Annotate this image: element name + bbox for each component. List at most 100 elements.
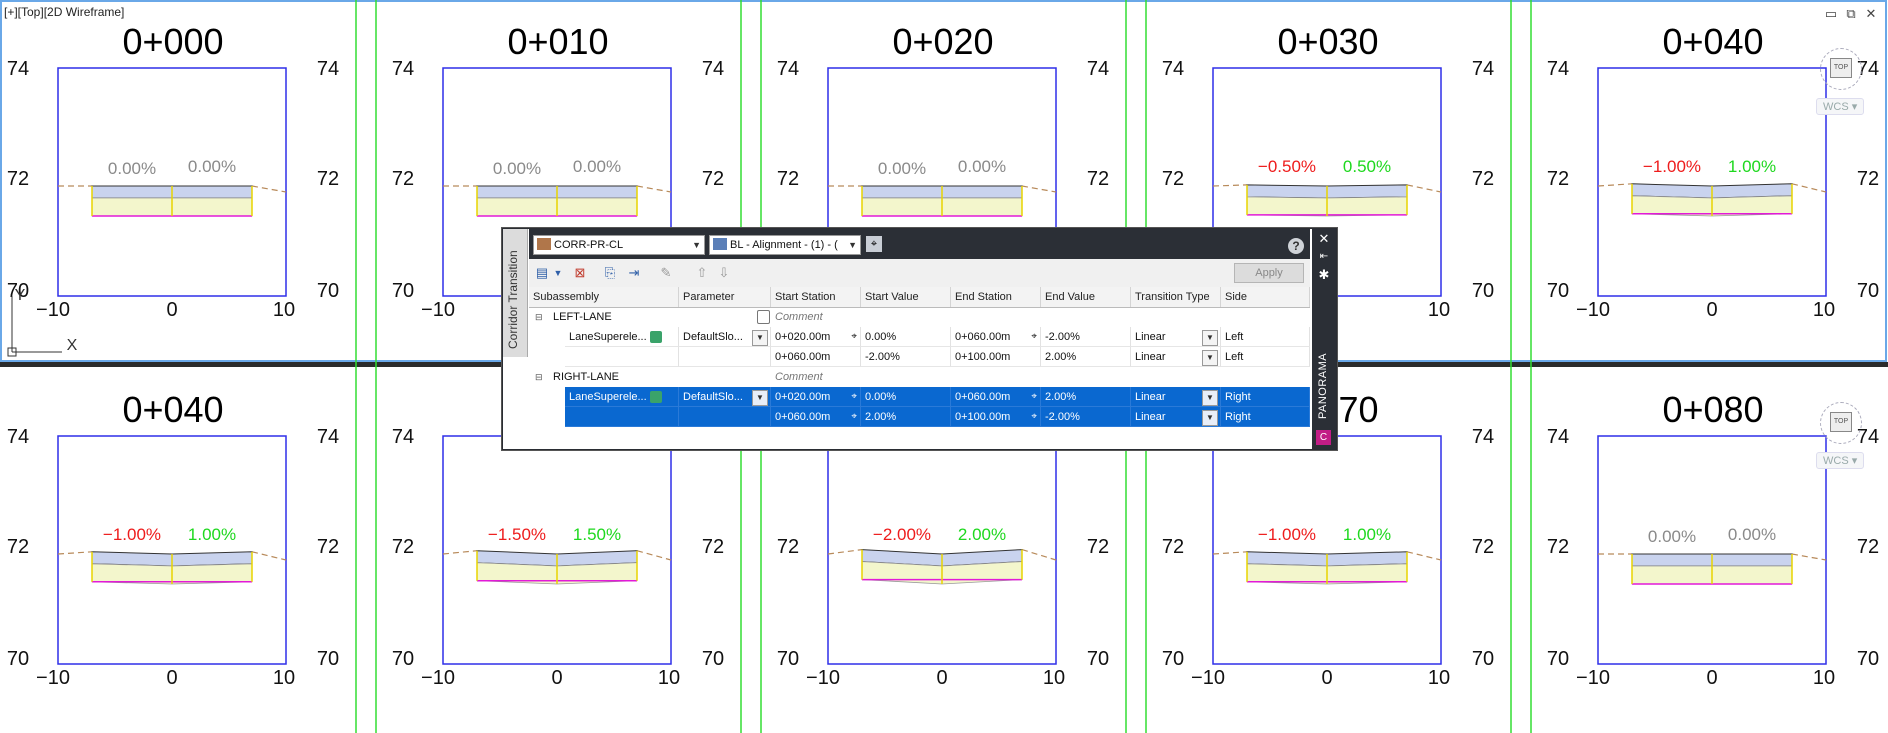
left-slope-label: 0.00% <box>493 159 541 178</box>
cell-side[interactable]: Left <box>1221 347 1310 367</box>
wcs-menu[interactable]: WCS ▾ <box>1816 98 1865 115</box>
restore-icon[interactable]: ⧉ <box>1846 6 1856 21</box>
cell-subassembly[interactable]: LaneSuperele... <box>565 387 679 407</box>
viewcube-face[interactable]: TOP <box>1830 412 1852 432</box>
cell-end-station[interactable]: 0+100.00m ⌖ <box>951 407 1041 427</box>
viewcube-bottom[interactable]: TOP WCS ▾ <box>1812 392 1872 492</box>
col-subassembly[interactable]: Subassembly <box>529 287 679 307</box>
group-row-left-lane[interactable]: ⊟ LEFT-LANE Comment <box>529 307 1310 327</box>
move-down-icon[interactable]: ⇩ <box>718 265 730 280</box>
cell-start-value[interactable]: 2.00% <box>861 407 951 427</box>
lock-icon[interactable] <box>757 310 770 324</box>
pick-station-icon[interactable]: ⌖ <box>1031 331 1037 342</box>
x-tick: −10 <box>1576 667 1610 689</box>
cell-start-station[interactable]: 0+060.00m <box>771 347 861 367</box>
y-tick-right: 74 <box>1857 426 1879 448</box>
chevron-down-icon[interactable]: ▼ <box>1202 350 1218 366</box>
col-parameter[interactable]: Parameter <box>679 287 771 307</box>
collapse-icon[interactable]: ⊟ <box>535 372 543 382</box>
pick-station-icon[interactable]: ⌖ <box>1031 411 1037 422</box>
pick-station-icon[interactable]: ⌖ <box>851 391 857 402</box>
cell-end-station[interactable]: 0+060.00m ⌖ <box>951 387 1041 407</box>
minimize-icon[interactable]: ▭ <box>1824 6 1838 21</box>
cell-parameter[interactable] <box>679 347 771 367</box>
chevron-down-icon[interactable]: ▼ <box>1202 330 1218 346</box>
col-start-value[interactable]: Start Value <box>861 287 951 307</box>
delete-transition-icon[interactable]: ⊠ <box>574 265 586 280</box>
corridor-combo[interactable]: CORR-PR-CL ▼ <box>533 235 705 255</box>
cell-end-station[interactable]: 0+100.00m <box>951 347 1041 367</box>
collapse-icon[interactable]: ⊟ <box>535 312 543 322</box>
table-row[interactable]: LaneSuperele... DefaultSlo... ▼ 0+020.00m… <box>529 327 1310 347</box>
col-side[interactable]: Side <box>1221 287 1310 307</box>
viewport-label[interactable]: [+][Top][2D Wireframe] <box>4 5 125 19</box>
cell-subassembly[interactable] <box>565 407 679 427</box>
close-icon[interactable]: ✕ <box>1865 6 1877 21</box>
cell-start-station[interactable]: 0+020.00m ⌖ <box>771 327 861 347</box>
cell-side[interactable]: Right <box>1221 407 1310 427</box>
y-tick-right: 70 <box>1087 648 1109 670</box>
chevron-down-icon[interactable]: ▼ <box>1202 390 1218 406</box>
cell-transition-type[interactable]: Linear ▼ <box>1131 327 1221 347</box>
cell-parameter[interactable]: DefaultSlo... ▼ <box>679 327 771 347</box>
cell-start-value[interactable]: -2.00% <box>861 347 951 367</box>
palette-title-bar[interactable]: ✕ ⇤ ✱ PANORAMA C <box>1312 229 1336 449</box>
group-comment[interactable]: Comment <box>771 307 1310 327</box>
col-end-value[interactable]: End Value <box>1041 287 1131 307</box>
cell-side[interactable]: Left <box>1221 327 1310 347</box>
group-comment[interactable]: Comment <box>771 367 1310 387</box>
col-transition-type[interactable]: Transition Type <box>1131 287 1221 307</box>
help-icon[interactable]: ? <box>1288 238 1304 254</box>
cell-transition-type[interactable]: Linear ▼ <box>1131 407 1221 427</box>
apply-button[interactable]: Apply <box>1234 263 1304 283</box>
left-slope-label: 0.00% <box>108 159 156 178</box>
gear-icon[interactable]: ✱ <box>1318 267 1330 282</box>
col-start-station[interactable]: Start Station <box>771 287 861 307</box>
panel-side-tab[interactable]: Corridor Transition <box>503 229 528 357</box>
cell-parameter[interactable] <box>679 407 771 427</box>
cell-end-value[interactable]: 2.00% <box>1041 347 1131 367</box>
viewcube-face[interactable]: TOP <box>1830 58 1852 78</box>
right-slope-label: 2.00% <box>958 525 1006 544</box>
cell-side[interactable]: Right <box>1221 387 1310 407</box>
baseline-combo[interactable]: BL - Alignment - (1) - (▼ <box>709 235 861 255</box>
cell-end-value[interactable]: -2.00% <box>1041 407 1131 427</box>
wcs-menu[interactable]: WCS ▾ <box>1816 452 1865 469</box>
y-tick-left: 72 <box>392 536 414 558</box>
export-icon[interactable]: ⇥ <box>628 265 640 280</box>
copy-icon[interactable]: ⎘ <box>604 265 616 280</box>
table-row[interactable]: 0+060.00m -2.00% 0+100.00m 2.00% Linear ▼… <box>529 347 1310 367</box>
pick-station-icon[interactable]: ⌖ <box>851 331 857 342</box>
group-row-right-lane[interactable]: ⊟ RIGHT-LANE Comment <box>529 367 1310 387</box>
cell-end-station[interactable]: 0+060.00m ⌖ <box>951 327 1041 347</box>
cell-transition-type[interactable]: Linear ▼ <box>1131 347 1221 367</box>
col-end-station[interactable]: End Station <box>951 287 1041 307</box>
cell-subassembly[interactable] <box>565 347 679 367</box>
cell-start-value[interactable]: 0.00% <box>861 387 951 407</box>
pick-station-icon[interactable]: ⌖ <box>1031 391 1037 402</box>
cell-parameter[interactable]: DefaultSlo... ▼ <box>679 387 771 407</box>
edit-icon[interactable]: ✎ <box>660 265 672 280</box>
section-frame <box>1597 67 1827 297</box>
chevron-down-icon[interactable]: ▼ <box>752 390 768 406</box>
add-transition-icon[interactable]: ▤ <box>535 265 549 280</box>
table-row-selected[interactable]: 0+060.00m ⌖ 2.00% 0+100.00m ⌖ -2.00% Linea… <box>529 407 1310 427</box>
chevron-down-icon[interactable]: ▼ <box>553 268 563 278</box>
chevron-down-icon[interactable]: ▼ <box>1202 410 1218 426</box>
chevron-down-icon[interactable]: ▼ <box>752 330 768 346</box>
move-up-icon[interactable]: ⇧ <box>696 265 708 280</box>
pick-station-icon[interactable]: ⌖ <box>851 411 857 422</box>
cell-end-value[interactable]: 2.00% <box>1041 387 1131 407</box>
viewcube-top[interactable]: TOP WCS ▾ <box>1812 38 1872 138</box>
pick-baseline-icon[interactable]: ⌖ <box>866 236 882 252</box>
cell-subassembly[interactable]: LaneSuperele... <box>565 327 679 347</box>
table-row-selected[interactable]: LaneSuperele... DefaultSlo... ▼ 0+020.00m… <box>529 387 1310 407</box>
cell-start-value[interactable]: 0.00% <box>861 327 951 347</box>
close-icon[interactable]: ✕ <box>1318 231 1330 246</box>
cell-transition-type[interactable]: Linear ▼ <box>1131 387 1221 407</box>
cell-start-station[interactable]: 0+020.00m ⌖ <box>771 387 861 407</box>
cell-end-value[interactable]: -2.00% <box>1041 327 1131 347</box>
auto-hide-icon[interactable]: ⇤ <box>1319 251 1329 262</box>
cell-start-station[interactable]: 0+060.00m ⌖ <box>771 407 861 427</box>
